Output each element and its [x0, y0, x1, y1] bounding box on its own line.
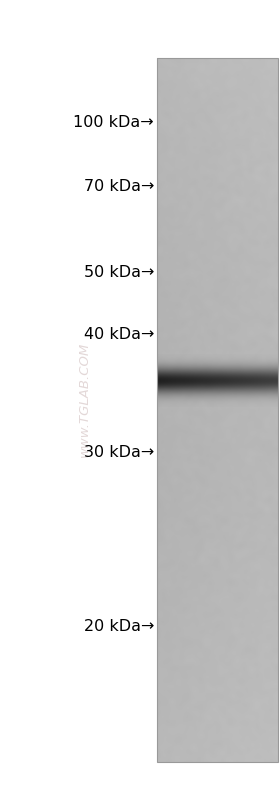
Text: 40 kDa→: 40 kDa→ [84, 327, 154, 342]
Text: www.TGLAB.COM: www.TGLAB.COM [78, 342, 90, 457]
Text: 30 kDa→: 30 kDa→ [84, 445, 154, 459]
Text: 70 kDa→: 70 kDa→ [84, 179, 154, 194]
Bar [157, 58, 278, 762]
Text: 20 kDa→: 20 kDa→ [84, 619, 154, 634]
Text: 50 kDa→: 50 kDa→ [84, 265, 154, 280]
Text: 100 kDa→: 100 kDa→ [73, 115, 154, 130]
